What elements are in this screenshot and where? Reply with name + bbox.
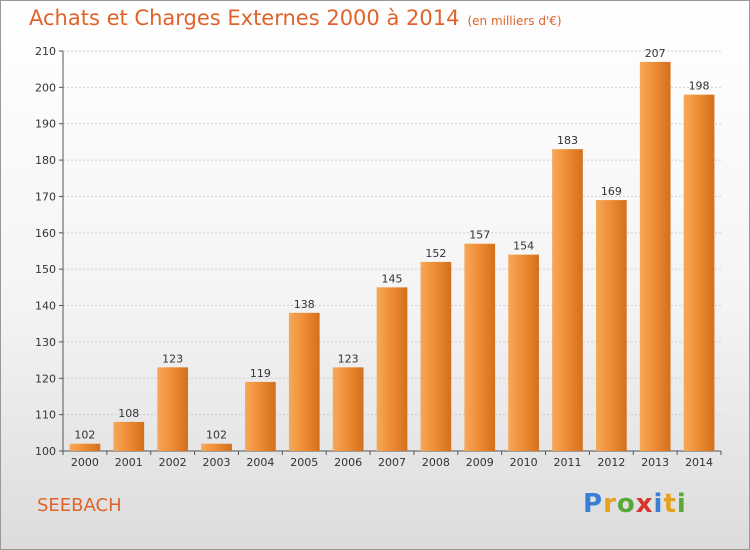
- bar: [157, 367, 189, 451]
- logo-letter: t: [663, 489, 677, 519]
- y-tick-label: 130: [35, 336, 56, 349]
- logo-letter: i: [676, 489, 687, 519]
- x-tick-label: 2009: [466, 456, 494, 469]
- x-tick-label: 2003: [203, 456, 231, 469]
- x-tick-label: 2013: [641, 456, 669, 469]
- bar: [245, 381, 276, 451]
- y-tick-label: 190: [35, 118, 56, 131]
- chart-title-text: Achats et Charges Externes 2000 à 2014: [29, 6, 460, 30]
- chart-title: Achats et Charges Externes 2000 à 2014 (e…: [29, 6, 562, 30]
- x-tick-label: 2008: [422, 456, 450, 469]
- bar: [420, 261, 452, 451]
- y-tick-label: 210: [35, 45, 56, 58]
- y-tick-label: 150: [35, 263, 56, 276]
- x-tick-label: 2012: [597, 456, 625, 469]
- bar: [288, 312, 320, 451]
- data-label: 145: [382, 272, 403, 285]
- data-label: 119: [250, 367, 271, 380]
- data-label: 123: [162, 352, 183, 365]
- bar: [69, 443, 101, 451]
- bars: [69, 61, 715, 452]
- y-tick-label: 120: [35, 372, 56, 385]
- data-label: 169: [601, 185, 622, 198]
- bar: [639, 61, 671, 452]
- x-tick-label: 2000: [71, 456, 99, 469]
- bar: [332, 367, 364, 451]
- data-label: 157: [469, 229, 490, 242]
- bar: [464, 243, 496, 451]
- logo-letter: x: [635, 489, 654, 519]
- data-label: 138: [294, 298, 315, 311]
- data-label: 152: [425, 247, 446, 260]
- data-label: 108: [118, 407, 139, 420]
- data-label: 102: [206, 429, 227, 442]
- x-tick-label: 2002: [159, 456, 187, 469]
- x-tick-label: 2014: [685, 456, 713, 469]
- logo-letter: i: [653, 489, 664, 519]
- data-labels: 102 108 123 102 119 138 123 145 152 157 154 183 169 2…: [74, 47, 709, 442]
- bar: [508, 254, 539, 451]
- bar: [201, 443, 232, 451]
- y-tick-label: 110: [35, 409, 56, 422]
- x-tick-label: 2007: [378, 456, 406, 469]
- y-tick-label: 180: [35, 154, 56, 167]
- chart-unit-label: (en milliers d'€): [467, 14, 562, 28]
- x-tick-label: 2001: [115, 456, 143, 469]
- data-label: 207: [645, 47, 666, 60]
- bar: [376, 287, 408, 451]
- proxiti-logo: Proxiti: [583, 489, 687, 519]
- place-name: SEEBACH: [37, 495, 122, 516]
- x-tick-label: 2006: [334, 456, 362, 469]
- x-tick-label: 2010: [510, 456, 538, 469]
- logo-letter: o: [616, 489, 636, 519]
- logo-letter: r: [603, 489, 617, 519]
- y-tick-label: 140: [35, 300, 56, 313]
- data-label: 123: [338, 352, 359, 365]
- data-label: 183: [557, 134, 578, 147]
- data-label: 102: [74, 429, 95, 442]
- x-tick-label: 2004: [246, 456, 274, 469]
- bar: [552, 149, 583, 451]
- bar: [683, 94, 715, 452]
- y-tick-label: 170: [35, 190, 56, 203]
- x-tick-label: 2011: [553, 456, 581, 469]
- y-tick-label: 200: [35, 81, 56, 94]
- y-tick-label: 100: [35, 445, 56, 458]
- x-tick-label: 2005: [290, 456, 318, 469]
- bar: [113, 421, 145, 451]
- data-label: 198: [689, 80, 710, 93]
- bar: [595, 200, 627, 451]
- data-label: 154: [513, 240, 534, 253]
- logo-letter: P: [583, 489, 604, 519]
- y-tick-label: 160: [35, 227, 56, 240]
